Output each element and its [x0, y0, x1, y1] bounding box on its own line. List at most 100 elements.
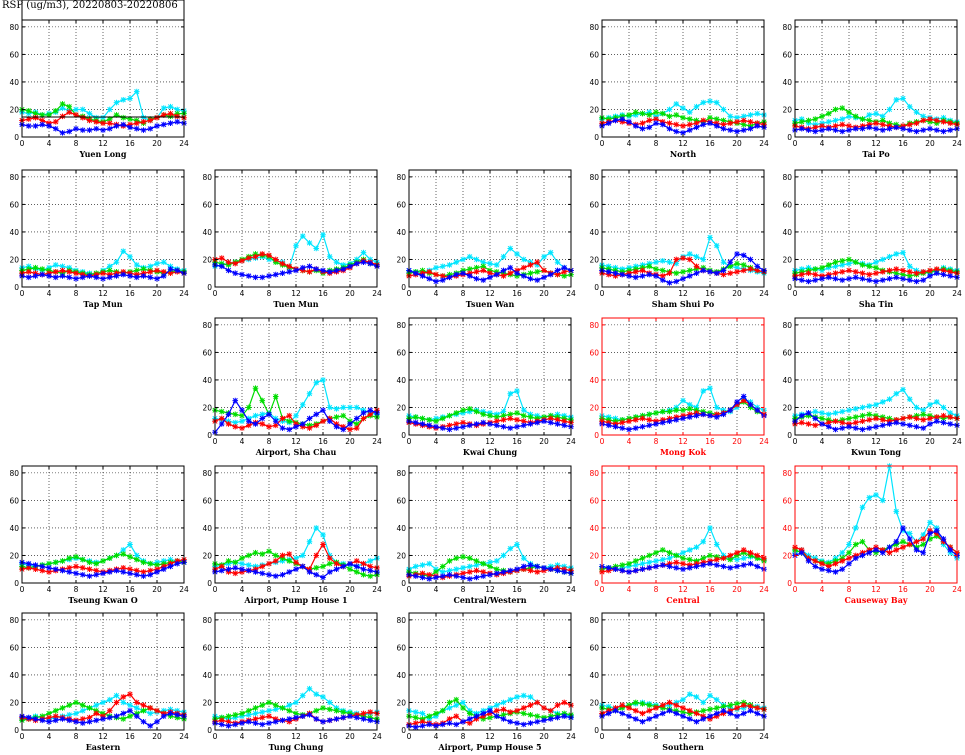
data-point: [439, 573, 446, 579]
plot-frame: [21, 0, 185, 118]
data-point: [32, 273, 39, 279]
data-point: [700, 716, 707, 722]
y-tick-label: 40: [782, 78, 792, 87]
data-point: [846, 555, 852, 562]
data-point: [252, 385, 259, 391]
data-point: [313, 266, 320, 272]
data-point: [218, 415, 225, 422]
data-point: [419, 421, 426, 427]
data-point: [680, 114, 686, 121]
data-point: [32, 114, 39, 121]
data-point: [347, 263, 353, 270]
x-tick-label: 8: [847, 289, 852, 298]
data-point: [666, 418, 673, 425]
data-point: [225, 411, 232, 418]
station-name: Southern: [662, 742, 704, 752]
x-tick-label: 4: [434, 585, 439, 594]
x-tick-label: 16: [705, 289, 715, 298]
x-tick-label: 20: [732, 289, 742, 298]
data-point: [320, 418, 326, 425]
data-point: [686, 127, 693, 133]
data-point: [326, 706, 333, 713]
data-point: [906, 269, 913, 275]
data-point: [140, 559, 147, 566]
data-point: [734, 713, 740, 720]
data-point: [79, 127, 86, 133]
data-point: [473, 562, 480, 568]
data-point: [100, 716, 106, 722]
data-point: [507, 709, 514, 715]
data-point: [547, 716, 554, 722]
data-point: [218, 421, 225, 427]
data-point: [832, 410, 839, 416]
data-point: [534, 718, 541, 725]
data-point: [320, 718, 326, 725]
data-point: [419, 273, 426, 279]
data-point: [360, 249, 367, 256]
data-point: [514, 388, 520, 394]
y-tick-label: 60: [202, 643, 212, 652]
data-point: [367, 709, 374, 715]
x-tick-label: 20: [925, 289, 935, 298]
station-name: Airport, Pump House 1: [243, 595, 347, 605]
data-point: [886, 267, 893, 274]
data-point: [245, 418, 252, 425]
data-point: [693, 124, 700, 131]
data-point: [473, 421, 480, 427]
station-name: Airport, Sha Chau: [255, 447, 337, 457]
data-point: [812, 266, 819, 272]
data-point: [106, 120, 113, 127]
data-point: [66, 103, 73, 110]
data-point: [632, 417, 639, 423]
data-point: [527, 720, 534, 726]
data-point: [879, 549, 886, 556]
x-tick-label: 16: [705, 732, 715, 741]
data-point: [812, 408, 819, 415]
data-point: [326, 253, 333, 260]
data-point: [232, 559, 239, 566]
x-tick-label: 16: [512, 437, 522, 446]
data-point: [626, 119, 632, 125]
data-point: [700, 699, 707, 706]
data-point: [727, 556, 734, 563]
data-point: [666, 555, 673, 562]
data-point: [673, 407, 680, 414]
data-point: [487, 412, 493, 419]
data-point: [500, 699, 507, 706]
data-point: [947, 269, 954, 275]
data-point: [133, 567, 140, 574]
data-point: [707, 234, 713, 241]
data-point: [453, 421, 460, 427]
data-point: [446, 705, 453, 711]
data-point: [541, 717, 547, 724]
data-point: [113, 259, 120, 266]
data-point: [252, 716, 259, 722]
x-tick-label: 4: [820, 585, 825, 594]
data-point: [500, 408, 507, 415]
y-tick-label: 60: [589, 496, 599, 505]
x-tick-label: 16: [898, 437, 908, 446]
data-point: [819, 275, 825, 282]
data-point: [707, 713, 713, 720]
data-point: [93, 560, 100, 567]
data-point: [686, 707, 693, 714]
data-point: [367, 558, 374, 564]
data-point: [852, 414, 859, 420]
data-point: [686, 406, 693, 412]
data-point: [913, 547, 920, 553]
station-name: Tung Chung: [269, 742, 324, 752]
data-point: [740, 562, 747, 568]
data-point: [686, 547, 693, 553]
data-point: [25, 123, 32, 129]
data-point: [632, 123, 639, 129]
data-point: [639, 423, 646, 430]
data-point: [147, 274, 154, 281]
data-point: [174, 119, 181, 125]
x-tick-label: 20: [925, 437, 935, 446]
data-point: [653, 120, 659, 127]
data-point: [906, 127, 913, 133]
data-point: [852, 269, 859, 275]
